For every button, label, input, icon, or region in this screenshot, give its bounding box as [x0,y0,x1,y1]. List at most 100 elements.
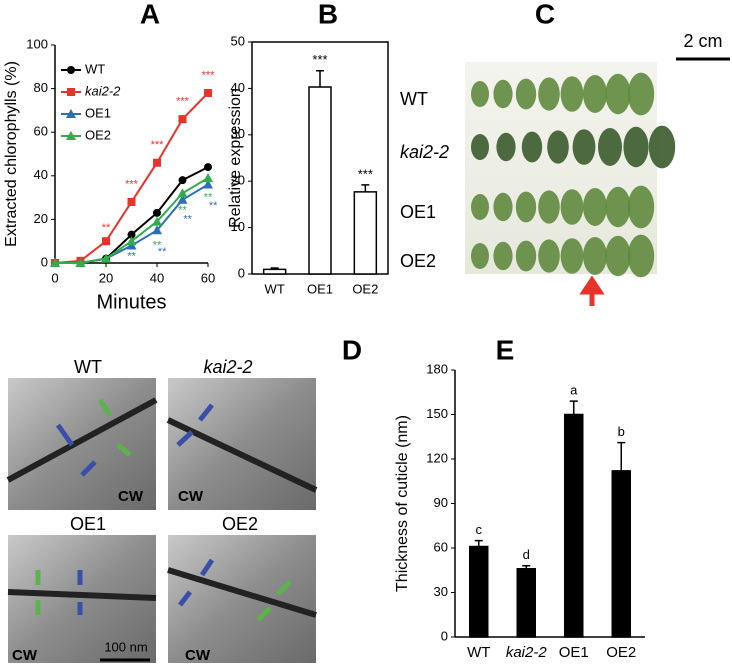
leaf [471,243,489,269]
leaf [583,75,607,113]
legend-label: OE2 [85,127,111,142]
annotation: *** [202,69,216,81]
error-bar [361,184,370,192]
bar [564,413,584,638]
panel-letter: D [342,334,362,365]
tem-image [168,378,316,510]
significance-label: *** [358,166,373,181]
annotation: *** [125,178,139,190]
y-tick-label: 60 [434,539,448,554]
panel-label: OE2 [222,514,258,534]
y-tick-label: 20 [34,211,48,226]
panel-label: kai2-2 [203,357,252,377]
leaf [598,128,622,166]
significance-label: c [476,522,483,537]
leaf [560,189,584,225]
x-tick-label: 40 [150,270,164,285]
row-label: kai2-2 [400,142,449,162]
y-tick-label: 180 [426,361,448,376]
marker [153,158,161,167]
chart-title: B [318,0,338,29]
leaf [538,190,560,224]
arrow [579,275,605,306]
leaf [493,79,513,109]
x-tick-label: 60 [201,270,215,285]
significance-label: *** [312,52,327,67]
y-tick-label: 0 [238,265,245,280]
y-tick-label: 50 [231,33,245,48]
legend-label: WT [85,61,105,76]
leaves [471,72,676,278]
y-tick-label: 30 [434,584,448,599]
y-tick-label: 150 [426,406,448,421]
leaf [521,131,543,163]
annotation: ** [209,200,218,212]
y-tick-label: 0 [41,254,48,269]
annotation: ** [158,246,167,258]
bar [469,545,489,638]
leaf [493,241,513,271]
y-tick-label: 40 [34,167,48,182]
marker [127,230,136,239]
panel-label: OE1 [70,514,106,534]
bar [308,86,332,275]
leaf [538,77,560,111]
y-axis-label: Thickness of cuticle (nm) [394,415,411,592]
y-tick-label: 0 [441,628,448,643]
marker [127,197,136,206]
annotation: *** [151,139,165,151]
x-tick-label: 0 [51,270,58,285]
cw-label: CW [178,488,204,505]
marker [177,194,188,204]
y-tick-label: 100 [26,36,48,51]
x-tick-label: 20 [99,270,113,285]
marker [50,258,60,267]
marker [204,88,212,97]
cuticle [6,397,318,618]
leaf [471,81,489,107]
leaf [493,192,513,222]
row-label: WT [400,89,428,109]
marker [203,179,213,189]
leaf [605,186,631,228]
marker [178,115,187,124]
scale-label: 2 cm [683,31,722,51]
chart-title: E [496,334,515,365]
marker [102,237,110,246]
annotation: ** [178,205,187,217]
marker [204,163,212,172]
legend-marker [67,66,75,74]
marker [177,188,188,198]
legend-marker [66,109,76,118]
leaf [515,191,537,223]
error-bar [522,565,531,569]
scale-label: 100 nm [104,639,147,654]
leaf [471,134,489,160]
x-tick-label: OE1 [307,281,333,296]
leaf [538,239,560,273]
legend-label: kai2-2 [85,83,121,98]
annotation: ** [183,213,192,225]
arrows [35,398,292,622]
marker [178,176,187,185]
y-tick-label: 90 [434,495,448,510]
leaf [515,78,537,110]
leaf [560,238,584,274]
leaf [515,240,537,272]
error-bar [569,400,578,415]
cw-label: CW [185,647,211,664]
x-axis-label: Minutes [96,291,166,313]
legend-label: OE1 [85,105,111,120]
bar [611,470,631,638]
x-tick-label: WT [265,281,285,296]
bar [353,191,378,275]
panel-label: WT [74,357,102,377]
leaf [605,235,631,277]
y-tick-label: 40 [231,80,245,95]
leaf [627,234,655,278]
leaf [583,188,607,226]
row-label: OE2 [400,251,436,271]
marker [203,172,213,182]
bar [262,268,287,275]
